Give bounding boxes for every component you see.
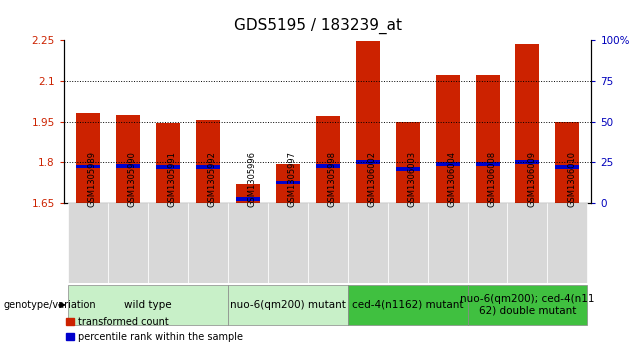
Text: GSM1306002: GSM1306002: [368, 151, 377, 207]
Bar: [548, 203, 588, 283]
Bar: [116, 115, 139, 203]
Bar: [76, 114, 100, 203]
Bar: [516, 44, 539, 203]
Bar: [275, 181, 300, 184]
Legend: transformed count, percentile rank within the sample: transformed count, percentile rank withi…: [62, 313, 247, 346]
Bar: [396, 167, 420, 171]
Text: GSM1305989: GSM1305989: [88, 151, 97, 207]
Bar: [196, 120, 219, 203]
Bar: [196, 165, 219, 169]
Bar: [228, 203, 268, 283]
Bar: [76, 165, 100, 168]
Bar: [356, 41, 380, 203]
Bar: [356, 160, 380, 164]
Text: GSM1306010: GSM1306010: [567, 151, 576, 207]
Bar: [308, 203, 347, 283]
Bar: [555, 122, 579, 203]
Text: GSM1306004: GSM1306004: [448, 151, 457, 207]
Bar: [67, 285, 228, 325]
Bar: [188, 203, 228, 283]
Bar: [228, 285, 347, 325]
Bar: [156, 166, 179, 169]
Text: GSM1306008: GSM1306008: [488, 151, 497, 207]
Text: wild type: wild type: [124, 300, 171, 310]
Bar: [235, 197, 259, 200]
Text: ced-4(n1162) mutant: ced-4(n1162) mutant: [352, 300, 463, 310]
Bar: [347, 285, 467, 325]
Bar: [476, 163, 499, 166]
Text: GSM1305996: GSM1305996: [247, 151, 256, 207]
Bar: [467, 285, 588, 325]
Text: GSM1305998: GSM1305998: [328, 151, 336, 207]
Bar: [555, 166, 579, 169]
Text: genotype/variation: genotype/variation: [3, 300, 96, 310]
Bar: [107, 203, 148, 283]
Text: GDS5195 / 183239_at: GDS5195 / 183239_at: [234, 18, 402, 34]
Bar: [476, 76, 499, 203]
Bar: [315, 164, 340, 168]
Text: nuo-6(qm200) mutant: nuo-6(qm200) mutant: [230, 300, 345, 310]
Text: GSM1305990: GSM1305990: [128, 151, 137, 207]
Bar: [436, 76, 459, 203]
Text: nuo-6(qm200); ced-4(n11
62) double mutant: nuo-6(qm200); ced-4(n11 62) double mutan…: [460, 294, 595, 316]
Bar: [156, 123, 179, 203]
Bar: [148, 203, 188, 283]
Bar: [235, 184, 259, 203]
Bar: [315, 116, 340, 203]
Text: GSM1306003: GSM1306003: [408, 151, 417, 207]
Text: GSM1305991: GSM1305991: [167, 151, 177, 207]
Bar: [427, 203, 467, 283]
Bar: [268, 203, 308, 283]
Bar: [275, 164, 300, 203]
Text: GSM1305992: GSM1305992: [207, 151, 217, 207]
Bar: [508, 203, 548, 283]
Bar: [116, 164, 139, 168]
Bar: [396, 122, 420, 203]
Bar: [347, 203, 387, 283]
Bar: [67, 203, 107, 283]
Text: GSM1305997: GSM1305997: [287, 151, 296, 207]
Text: GSM1306009: GSM1306009: [527, 151, 537, 207]
Bar: [467, 203, 508, 283]
Bar: [436, 163, 459, 166]
Bar: [387, 203, 427, 283]
Bar: [516, 160, 539, 164]
